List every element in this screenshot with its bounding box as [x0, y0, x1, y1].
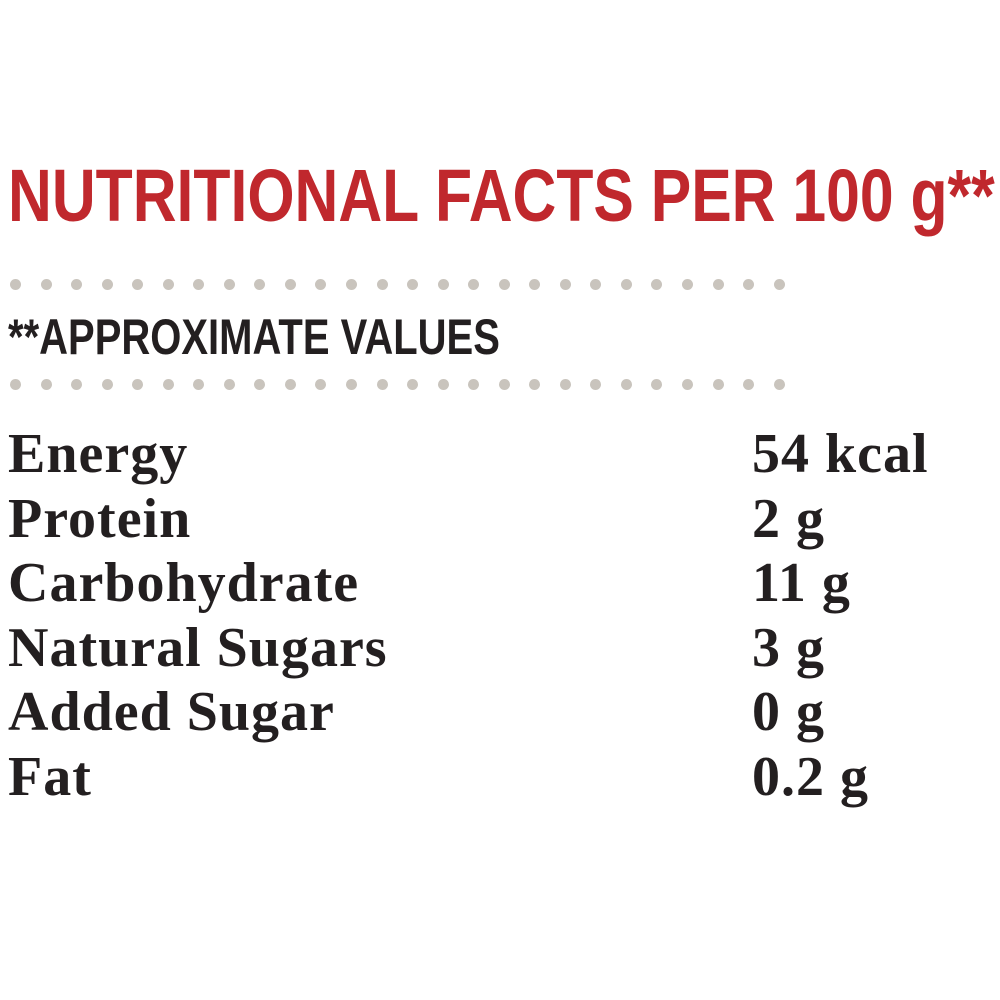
nutrient-label: Natural Sugars — [8, 616, 388, 679]
divider-dot — [773, 378, 785, 390]
divider-dot — [254, 278, 266, 290]
divider-dot — [407, 278, 419, 290]
divider-dot — [620, 378, 632, 390]
divider-dot — [223, 378, 235, 390]
divider-dot — [468, 378, 480, 390]
divider-dot — [682, 378, 694, 390]
divider-dot — [132, 378, 144, 390]
nutrition-row-natural-sugars: Natural Sugars 3 g — [8, 616, 998, 681]
divider-dot — [40, 278, 52, 290]
divider-dot — [437, 378, 449, 390]
nutrient-value: 54 kcal — [752, 423, 929, 485]
nutrition-row-carbohydrate: Carbohydrate 11 g — [8, 551, 998, 616]
divider-dot — [254, 378, 266, 390]
divider-dot — [10, 278, 21, 290]
divider-dot — [71, 278, 83, 290]
approximate-values-note: **APPROXIMATE VALUES — [8, 309, 500, 365]
divider-dot — [193, 378, 205, 390]
divider-dot — [223, 278, 235, 290]
nutrition-row-protein: Protein 2 g — [8, 487, 998, 552]
nutrition-row-energy: Energy 54 kcal — [8, 422, 998, 487]
divider-dot — [40, 378, 52, 390]
divider-dot — [712, 278, 724, 290]
divider-dot — [162, 378, 174, 390]
divider-dot — [162, 278, 174, 290]
divider-dot — [743, 378, 755, 390]
dotted-divider-top — [10, 278, 785, 290]
divider-dot — [498, 378, 510, 390]
divider-dot — [284, 378, 296, 390]
divider-dot — [10, 378, 21, 390]
divider-dot — [346, 378, 358, 390]
divider-dot — [376, 378, 388, 390]
divider-dot — [376, 278, 388, 290]
nutrient-value: 0.2 g — [752, 745, 869, 808]
page-title: NUTRITIONAL FACTS PER 100 g** — [8, 154, 995, 237]
nutrient-label: Protein — [8, 487, 192, 550]
divider-dot — [132, 278, 144, 290]
nutrient-value: 3 g — [752, 616, 825, 679]
nutrient-value: 11 g — [752, 552, 851, 614]
divider-dot — [315, 378, 327, 390]
nutrient-value: 0 g — [752, 681, 825, 743]
divider-dot — [682, 278, 694, 290]
divider-dot — [529, 278, 541, 290]
divider-dot — [559, 278, 571, 290]
divider-dot — [71, 378, 83, 390]
divider-dot — [498, 278, 510, 290]
nutrient-label: Energy — [8, 423, 189, 485]
divider-dot — [651, 378, 663, 390]
divider-dot — [101, 278, 113, 290]
divider-dot — [559, 378, 571, 390]
nutrient-label: Fat — [8, 745, 92, 808]
nutrition-table: Energy 54 kcal Protein 2 g Carbohydrate … — [8, 422, 998, 809]
nutrient-label: Added Sugar — [8, 681, 335, 743]
nutrition-row-fat: Fat 0.2 g — [8, 745, 998, 810]
divider-dot — [773, 278, 785, 290]
divider-dot — [346, 278, 358, 290]
divider-dot — [193, 278, 205, 290]
divider-dot — [315, 278, 327, 290]
divider-dot — [437, 278, 449, 290]
divider-dot — [101, 378, 113, 390]
divider-dot — [743, 278, 755, 290]
divider-dot — [468, 278, 480, 290]
dotted-divider-bottom — [10, 378, 785, 390]
divider-dot — [590, 278, 602, 290]
divider-dot — [284, 278, 296, 290]
nutrition-row-added-sugar: Added Sugar 0 g — [8, 680, 998, 745]
nutrient-value: 2 g — [752, 487, 825, 550]
divider-dot — [651, 278, 663, 290]
divider-dot — [529, 378, 541, 390]
divider-dot — [407, 378, 419, 390]
divider-dot — [712, 378, 724, 390]
nutrient-label: Carbohydrate — [8, 552, 360, 614]
divider-dot — [620, 278, 632, 290]
divider-dot — [590, 378, 602, 390]
